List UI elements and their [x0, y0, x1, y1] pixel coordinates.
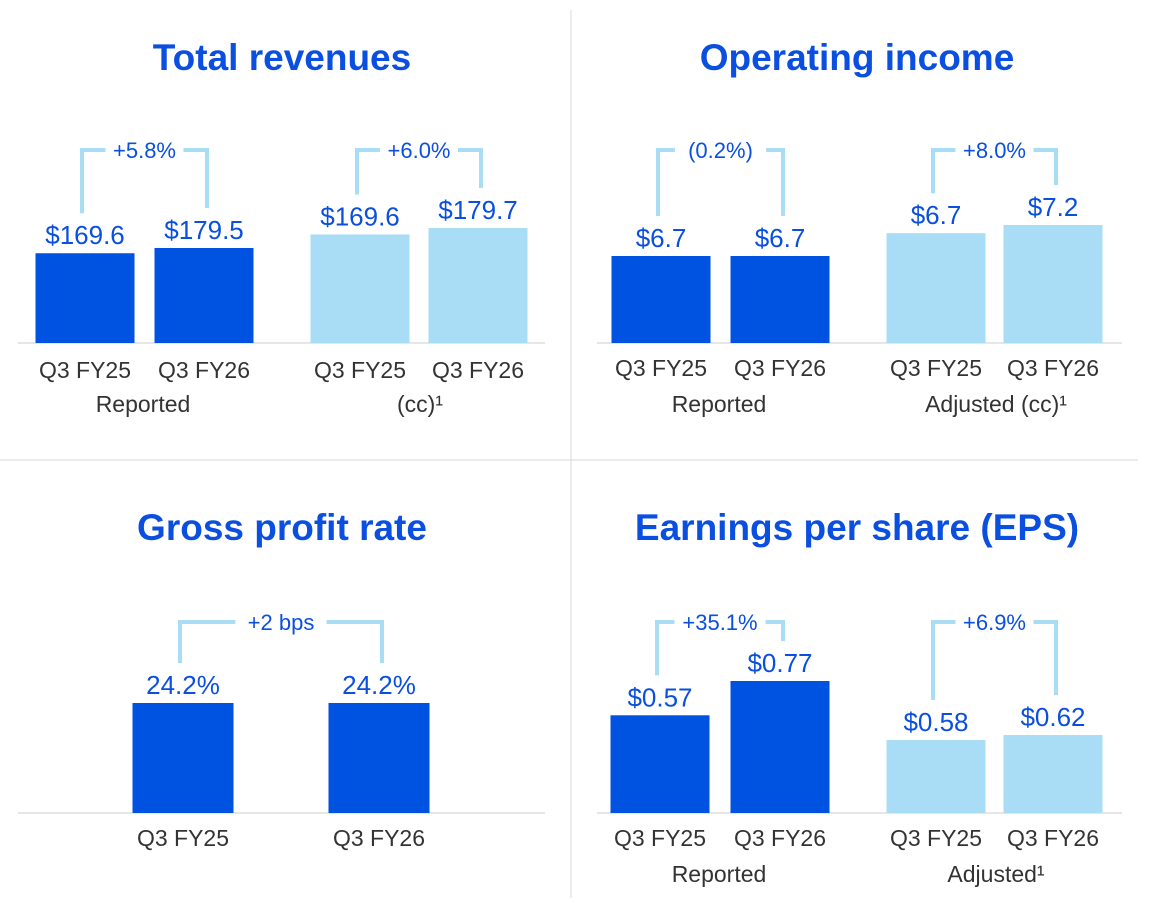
bar [730, 256, 830, 343]
x-tick-label: Q3 FY25 [890, 355, 982, 381]
bar-value-label: $169.6 [45, 220, 125, 250]
change-label: (0.2%) [688, 138, 753, 163]
bar-value-label: $0.58 [903, 707, 968, 737]
group-label: (cc)¹ [397, 391, 443, 417]
bar [154, 248, 254, 343]
bar-value-label: 24.2% [146, 670, 220, 700]
change-bracket [355, 148, 483, 195]
change-label: +2 bps [248, 610, 315, 635]
bar [730, 681, 830, 813]
change-bracket [931, 620, 1058, 701]
group-label: Reported [96, 391, 191, 417]
chart-title: Total revenues [153, 37, 411, 78]
x-tick-label: Q3 FY26 [333, 825, 425, 851]
group-label: Adjusted¹ [947, 861, 1045, 887]
change-bracket [931, 148, 1058, 194]
bar [310, 234, 410, 343]
change-label: +6.0% [388, 138, 451, 163]
x-tick-label: Q3 FY26 [158, 357, 250, 383]
bar [1003, 225, 1103, 343]
change-label: +6.9% [963, 610, 1026, 635]
x-tick-label: Q3 FY25 [314, 357, 406, 383]
x-tick-label: Q3 FY25 [890, 825, 982, 851]
x-tick-label: Q3 FY25 [614, 825, 706, 851]
x-tick-label: Q3 FY25 [615, 355, 707, 381]
bar [328, 703, 430, 813]
change-bracket [80, 148, 209, 214]
bar [428, 228, 528, 343]
bar-value-label: 24.2% [342, 670, 416, 700]
change-bracket [656, 148, 785, 216]
bar-value-label: $169.6 [320, 201, 400, 231]
chart-title: Operating income [700, 37, 1015, 78]
chart-title: Earnings per share (EPS) [635, 507, 1079, 548]
bar-value-label: $0.62 [1020, 702, 1085, 732]
x-tick-label: Q3 FY25 [39, 357, 131, 383]
bar-value-label: $7.2 [1028, 192, 1079, 222]
bar [611, 256, 711, 343]
x-tick-label: Q3 FY26 [432, 357, 524, 383]
x-tick-label: Q3 FY26 [1007, 355, 1099, 381]
change-bracket [178, 620, 384, 663]
bar [132, 703, 234, 813]
change-bracket [655, 620, 785, 676]
change-label: +8.0% [963, 138, 1026, 163]
change-label: +5.8% [113, 138, 176, 163]
bar-value-label: $179.7 [438, 195, 518, 225]
group-label: Adjusted (cc)¹ [925, 391, 1067, 417]
x-tick-label: Q3 FY26 [1007, 825, 1099, 851]
x-tick-label: Q3 FY26 [734, 825, 826, 851]
bar [610, 715, 710, 813]
bar-value-label: $179.5 [164, 215, 244, 245]
bar [886, 740, 986, 813]
bar [886, 233, 986, 343]
bar-value-label: $6.7 [636, 223, 687, 253]
group-label: Reported [672, 391, 767, 417]
x-tick-label: Q3 FY26 [734, 355, 826, 381]
bar [35, 253, 135, 343]
bar-value-label: $0.57 [627, 682, 692, 712]
group-label: Reported [672, 861, 767, 887]
x-tick-label: Q3 FY25 [137, 825, 229, 851]
bar [1003, 735, 1103, 813]
bar-value-label: $6.7 [911, 200, 962, 230]
chart-title: Gross profit rate [137, 507, 427, 548]
bar-value-label: $0.77 [747, 648, 812, 678]
change-label: +35.1% [682, 610, 757, 635]
bar-value-label: $6.7 [755, 223, 806, 253]
